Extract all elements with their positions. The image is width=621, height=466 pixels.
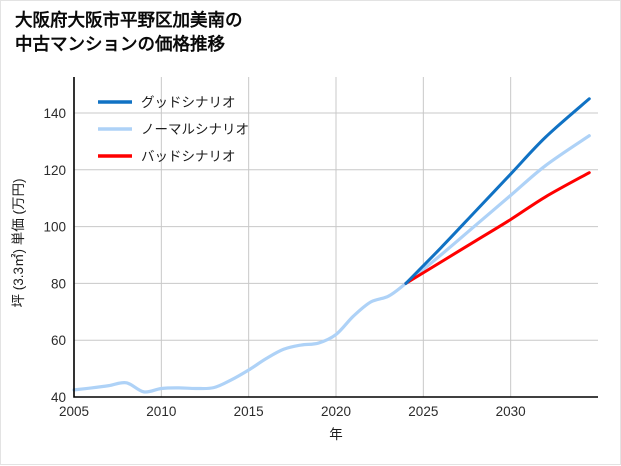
page-title: 大阪府大阪市平野区加美南の 中古マンションの価格推移 <box>15 10 243 55</box>
legend-label: グッドシナリオ <box>141 95 236 110</box>
series-line-normal <box>72 134 591 394</box>
x-tick-label: 2010 <box>146 404 176 419</box>
y-axis-ticks: 40 60 80 100 120 140 <box>43 106 66 405</box>
series-lines <box>72 97 591 394</box>
x-tick-label: 2005 <box>59 404 89 419</box>
y-axis-label: 坪 (3.3㎡) 単価 (万円) <box>11 178 26 307</box>
x-axis-label: 年 <box>329 427 343 442</box>
y-tick-label: 60 <box>51 333 66 348</box>
legend-label: バッドシナリオ <box>141 149 236 164</box>
legend-label: ノーマルシナリオ <box>141 122 249 137</box>
y-tick-label: 120 <box>43 163 66 178</box>
x-tick-label: 2025 <box>408 404 438 419</box>
y-tick-label: 100 <box>43 220 66 235</box>
x-axis-ticks: 2005 2010 2015 2020 2025 2030 <box>59 404 526 419</box>
axis-spines <box>73 77 598 398</box>
x-tick-label: 2015 <box>234 404 264 419</box>
x-tick-label: 2020 <box>321 404 351 419</box>
y-tick-label: 140 <box>43 106 66 121</box>
x-tick-label: 2030 <box>496 404 526 419</box>
y-tick-label: 40 <box>51 390 66 405</box>
series-line-good <box>404 97 591 285</box>
series-line-bad <box>404 171 591 285</box>
y-tick-label: 80 <box>51 276 66 291</box>
